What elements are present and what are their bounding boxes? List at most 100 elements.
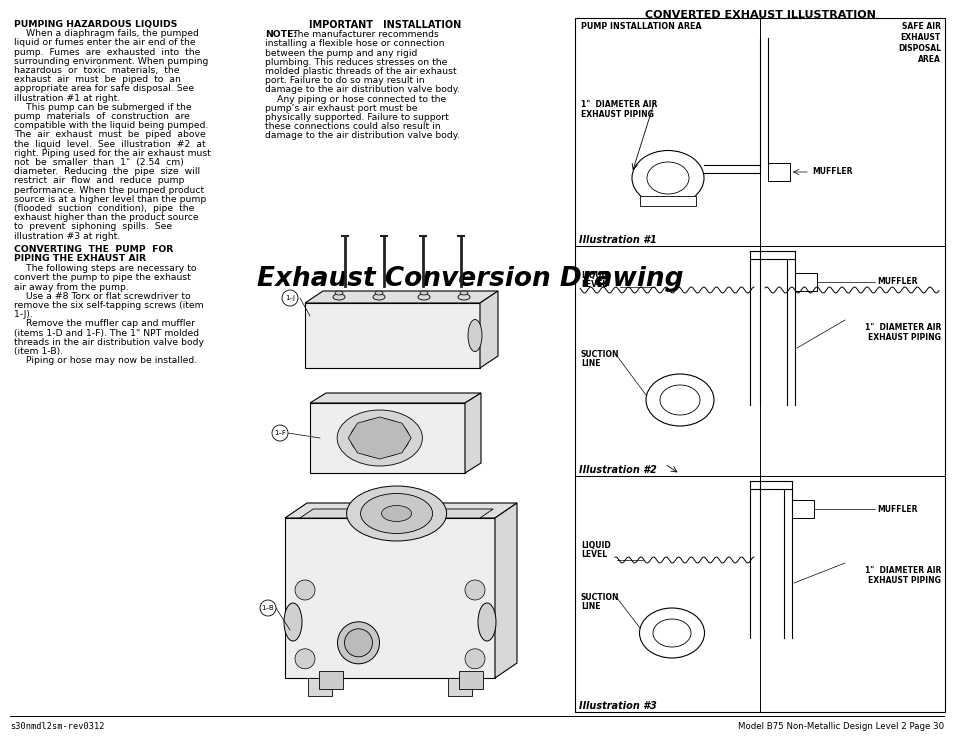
Text: damage to the air distribution valve body.: damage to the air distribution valve bod… — [265, 86, 459, 94]
Polygon shape — [495, 503, 517, 678]
Polygon shape — [464, 393, 480, 473]
Ellipse shape — [419, 291, 428, 295]
Polygon shape — [285, 518, 495, 678]
Text: diameter.  Reducing  the  pipe  size  will: diameter. Reducing the pipe size will — [14, 168, 200, 176]
Text: MUFFLER: MUFFLER — [876, 505, 917, 514]
Text: IMPORTANT   INSTALLATION: IMPORTANT INSTALLATION — [309, 20, 460, 30]
Text: s30nmdl2sm-rev0312: s30nmdl2sm-rev0312 — [10, 722, 105, 731]
Circle shape — [282, 290, 297, 306]
Text: pump  materials  of  construction  are: pump materials of construction are — [14, 112, 190, 121]
Circle shape — [464, 580, 484, 600]
Polygon shape — [348, 417, 411, 459]
Text: CONVERTING  THE  PUMP  FOR: CONVERTING THE PUMP FOR — [14, 245, 173, 254]
Text: Use a #8 Torx or flat screwdriver to: Use a #8 Torx or flat screwdriver to — [14, 292, 191, 301]
Text: CONVERTED EXHAUST ILLUSTRATION: CONVERTED EXHAUST ILLUSTRATION — [644, 10, 875, 20]
Polygon shape — [310, 403, 464, 473]
Text: 1"  DIAMETER AIR
EXHAUST PIPING: 1" DIAMETER AIR EXHAUST PIPING — [580, 100, 657, 120]
Text: appropriate area for safe disposal. See: appropriate area for safe disposal. See — [14, 84, 193, 94]
Polygon shape — [305, 303, 479, 368]
Text: compatible with the liquid being pumped.: compatible with the liquid being pumped. — [14, 121, 208, 130]
Text: to  prevent  siphoning  spills.  See: to prevent siphoning spills. See — [14, 222, 172, 232]
Text: MUFFLER: MUFFLER — [876, 277, 917, 286]
Ellipse shape — [646, 162, 688, 194]
Polygon shape — [285, 503, 517, 518]
Ellipse shape — [459, 291, 468, 295]
Text: the  liquid  level.  See  illustration  #2  at: the liquid level. See illustration #2 at — [14, 139, 206, 148]
Bar — [308, 678, 332, 696]
Text: illustration #1 at right.: illustration #1 at right. — [14, 94, 120, 103]
Text: convert the pump to pipe the exhaust: convert the pump to pipe the exhaust — [14, 273, 191, 283]
Polygon shape — [305, 291, 497, 303]
Circle shape — [294, 649, 314, 669]
Text: PUMPING HAZARDOUS LIQUIDS: PUMPING HAZARDOUS LIQUIDS — [14, 20, 177, 29]
Ellipse shape — [639, 608, 703, 658]
Text: SUCTION: SUCTION — [580, 593, 618, 602]
Ellipse shape — [417, 294, 430, 300]
Ellipse shape — [346, 486, 446, 541]
Text: (item 1-B).: (item 1-B). — [14, 347, 63, 356]
Text: 1-J).: 1-J). — [14, 310, 32, 320]
Ellipse shape — [381, 506, 411, 522]
Text: surrounding environment. When pumping: surrounding environment. When pumping — [14, 57, 208, 66]
Text: PIPING THE EXHAUST AIR: PIPING THE EXHAUST AIR — [14, 254, 146, 263]
Text: source is at a higher level than the pump: source is at a higher level than the pum… — [14, 195, 206, 204]
Text: 1"  DIAMETER AIR
EXHAUST PIPING: 1" DIAMETER AIR EXHAUST PIPING — [863, 323, 940, 342]
Ellipse shape — [344, 629, 372, 657]
Ellipse shape — [468, 320, 481, 351]
Bar — [767, 163, 789, 181]
Text: Illustration #2: Illustration #2 — [578, 465, 656, 475]
Text: exhaust higher than the product source: exhaust higher than the product source — [14, 213, 198, 222]
Text: Illustration #1: Illustration #1 — [578, 235, 656, 245]
Text: threads in the air distribution valve body: threads in the air distribution valve bo… — [14, 338, 204, 347]
Text: liquid or fumes enter the air end of the: liquid or fumes enter the air end of the — [14, 38, 195, 47]
Circle shape — [260, 600, 275, 616]
Ellipse shape — [375, 291, 382, 295]
Ellipse shape — [659, 385, 700, 415]
Text: between the pump and any rigid: between the pump and any rigid — [265, 49, 416, 58]
Text: Any piping or hose connected to the: Any piping or hose connected to the — [265, 94, 446, 103]
Text: LINE: LINE — [580, 359, 599, 368]
Ellipse shape — [373, 294, 385, 300]
Text: Remove the muffler cap and muffler: Remove the muffler cap and muffler — [14, 320, 195, 328]
Polygon shape — [310, 393, 480, 403]
Circle shape — [272, 425, 288, 441]
Text: Illustration #3: Illustration #3 — [578, 701, 656, 711]
Bar — [318, 671, 343, 689]
Text: NOTE:: NOTE: — [265, 30, 296, 39]
Ellipse shape — [350, 418, 409, 458]
Ellipse shape — [335, 291, 343, 295]
Text: LEVEL: LEVEL — [580, 550, 606, 559]
Text: SUCTION: SUCTION — [580, 350, 618, 359]
Text: Model B75 Non-Metallic Design Level 2 Page 30: Model B75 Non-Metallic Design Level 2 Pa… — [737, 722, 943, 731]
Ellipse shape — [284, 603, 302, 641]
Bar — [448, 678, 472, 696]
Bar — [794, 273, 816, 291]
Ellipse shape — [477, 603, 496, 641]
Text: This pump can be submerged if the: This pump can be submerged if the — [14, 103, 192, 111]
Ellipse shape — [645, 374, 713, 426]
Text: plumbing. This reduces stresses on the: plumbing. This reduces stresses on the — [265, 58, 447, 67]
Bar — [458, 671, 482, 689]
Text: exhaust  air  must  be  piped  to  an: exhaust air must be piped to an — [14, 75, 181, 84]
Text: LIQUID: LIQUID — [580, 271, 610, 280]
Ellipse shape — [631, 151, 703, 205]
Text: PUMP INSTALLATION AREA: PUMP INSTALLATION AREA — [580, 22, 700, 31]
Text: these connections could also result in: these connections could also result in — [265, 123, 440, 131]
Text: 1–B: 1–B — [261, 605, 274, 611]
Text: physically supported. Failure to support: physically supported. Failure to support — [265, 113, 448, 122]
Text: Exhaust Conversion Drawing: Exhaust Conversion Drawing — [256, 266, 682, 292]
Text: LINE: LINE — [580, 602, 599, 611]
Polygon shape — [299, 509, 493, 518]
Text: SAFE AIR
EXHAUST
DISPOSAL
AREA: SAFE AIR EXHAUST DISPOSAL AREA — [897, 22, 940, 64]
Ellipse shape — [360, 494, 432, 534]
Text: The manufacturer recommends: The manufacturer recommends — [292, 30, 438, 39]
Text: When a diaphragm fails, the pumped: When a diaphragm fails, the pumped — [14, 30, 198, 38]
Text: LEVEL: LEVEL — [580, 280, 606, 289]
Text: damage to the air distribution valve body.: damage to the air distribution valve bod… — [265, 131, 459, 140]
Text: air away from the pump.: air away from the pump. — [14, 283, 129, 292]
Ellipse shape — [337, 622, 379, 663]
Text: The  air  exhaust  must  be  piped  above: The air exhaust must be piped above — [14, 131, 206, 139]
Circle shape — [464, 649, 484, 669]
Bar — [791, 500, 813, 518]
Text: not  be  smaller  than  1"  (2.54  cm): not be smaller than 1" (2.54 cm) — [14, 158, 184, 167]
